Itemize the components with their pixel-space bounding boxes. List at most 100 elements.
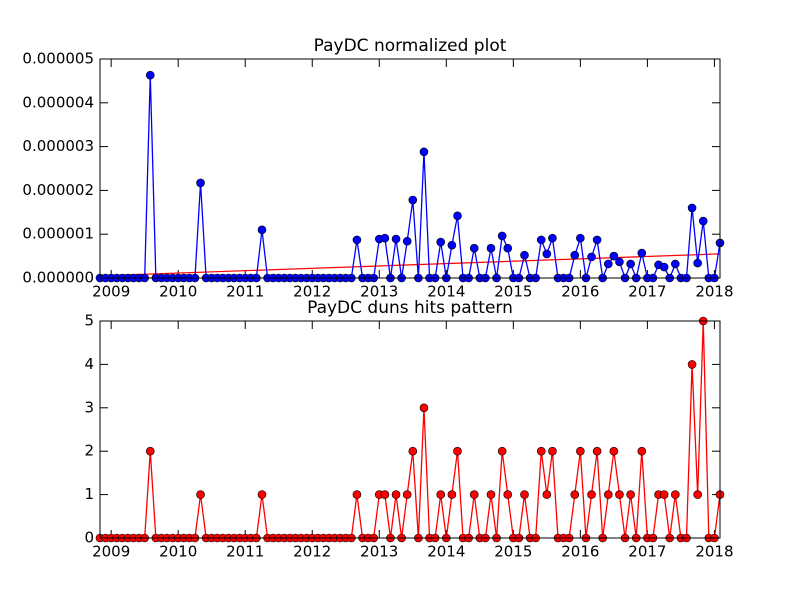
x-tick-label: 2015 bbox=[494, 543, 532, 561]
data-point bbox=[592, 446, 602, 456]
data-point bbox=[419, 403, 429, 413]
data-point bbox=[391, 234, 401, 244]
x-tick-label: 2016 bbox=[561, 543, 599, 561]
x-tick-label: 2009 bbox=[92, 543, 130, 561]
y-tick-label: 0.000002 bbox=[22, 181, 94, 199]
data-point bbox=[637, 248, 647, 258]
axes-frame bbox=[99, 320, 721, 539]
x-tick-label: 2009 bbox=[92, 283, 130, 301]
data-point bbox=[391, 490, 401, 499]
data-point bbox=[603, 259, 613, 269]
x-tick-label: 2017 bbox=[628, 543, 666, 561]
data-point bbox=[626, 490, 635, 499]
y-tick-label: 5 bbox=[84, 312, 94, 330]
x-tick-label: 2013 bbox=[360, 543, 398, 561]
data-point bbox=[352, 235, 362, 245]
data-point bbox=[536, 235, 546, 245]
data-point bbox=[659, 490, 669, 499]
data-point bbox=[615, 257, 624, 267]
x-tick-label: 2013 bbox=[360, 283, 398, 301]
x-tick-label: 2011 bbox=[226, 283, 264, 301]
data-point bbox=[352, 490, 362, 499]
data-point bbox=[520, 490, 529, 499]
x-tick-label: 2018 bbox=[695, 283, 733, 301]
data-point bbox=[603, 490, 613, 499]
y-tick-label: 4 bbox=[84, 355, 94, 373]
data-point bbox=[698, 216, 708, 226]
x-tick-label: 2016 bbox=[561, 283, 599, 301]
data-point bbox=[503, 490, 513, 499]
data-point bbox=[436, 490, 446, 499]
y-tick-label: 0.000003 bbox=[22, 137, 94, 155]
data-point bbox=[536, 446, 546, 456]
x-tick-label: 2012 bbox=[293, 543, 331, 561]
chart-title: PayDC duns hits pattern bbox=[307, 298, 513, 318]
data-point bbox=[609, 251, 619, 261]
data-point bbox=[671, 490, 680, 499]
data-point bbox=[486, 243, 496, 253]
data-point bbox=[609, 446, 619, 456]
x-tick-label: 2012 bbox=[293, 283, 331, 301]
data-point bbox=[687, 360, 697, 369]
data-point bbox=[548, 233, 557, 243]
data-point bbox=[447, 490, 457, 499]
x-tick-label: 2010 bbox=[159, 543, 197, 561]
data-line bbox=[100, 320, 721, 539]
x-tick-label: 2014 bbox=[427, 543, 465, 561]
data-point bbox=[380, 233, 390, 243]
chart-title: PayDC normalized plot bbox=[314, 36, 507, 56]
data-point bbox=[402, 236, 412, 246]
data-point bbox=[453, 446, 462, 456]
data-point bbox=[486, 490, 496, 499]
data-point bbox=[570, 490, 580, 499]
data-point bbox=[453, 211, 462, 221]
data-point bbox=[436, 237, 446, 247]
data-point bbox=[693, 490, 702, 499]
y-tick-label: 0.000000 bbox=[22, 269, 94, 287]
data-point bbox=[497, 231, 507, 241]
data-point bbox=[542, 249, 552, 259]
axes-frame bbox=[99, 58, 721, 279]
data-point bbox=[196, 490, 205, 499]
data-point bbox=[408, 195, 418, 205]
data-point bbox=[145, 446, 155, 456]
data-point bbox=[587, 252, 596, 262]
data-point bbox=[542, 490, 552, 499]
data-point bbox=[576, 446, 585, 456]
data-point bbox=[626, 259, 635, 269]
y-tick-label: 0.000005 bbox=[22, 50, 94, 68]
data-point bbox=[570, 250, 580, 260]
data-point bbox=[408, 446, 418, 456]
data-point bbox=[637, 446, 647, 456]
x-tick-label: 2018 bbox=[695, 543, 733, 561]
data-point bbox=[548, 446, 557, 456]
data-point bbox=[671, 259, 680, 269]
data-point bbox=[497, 446, 507, 456]
data-point bbox=[447, 240, 457, 250]
data-point bbox=[576, 233, 585, 243]
y-tick-label: 2 bbox=[84, 442, 94, 460]
data-point bbox=[687, 203, 697, 213]
data-point bbox=[380, 490, 390, 499]
data-point bbox=[257, 225, 267, 235]
data-point bbox=[659, 262, 669, 272]
y-tick-label: 1 bbox=[84, 485, 94, 503]
data-point bbox=[615, 490, 624, 499]
data-point bbox=[693, 258, 702, 268]
data-point bbox=[419, 147, 429, 157]
data-point bbox=[592, 235, 602, 245]
data-point bbox=[520, 250, 529, 260]
data-point bbox=[196, 178, 205, 188]
data-point bbox=[402, 490, 412, 499]
y-tick-label: 0 bbox=[84, 529, 94, 547]
data-point bbox=[469, 490, 479, 499]
data-point bbox=[469, 243, 479, 253]
x-tick-label: 2017 bbox=[628, 283, 666, 301]
data-point bbox=[257, 490, 267, 499]
data-point bbox=[503, 243, 513, 253]
x-tick-label: 2010 bbox=[159, 283, 197, 301]
y-tick-label: 3 bbox=[84, 398, 94, 416]
data-point bbox=[587, 490, 596, 499]
